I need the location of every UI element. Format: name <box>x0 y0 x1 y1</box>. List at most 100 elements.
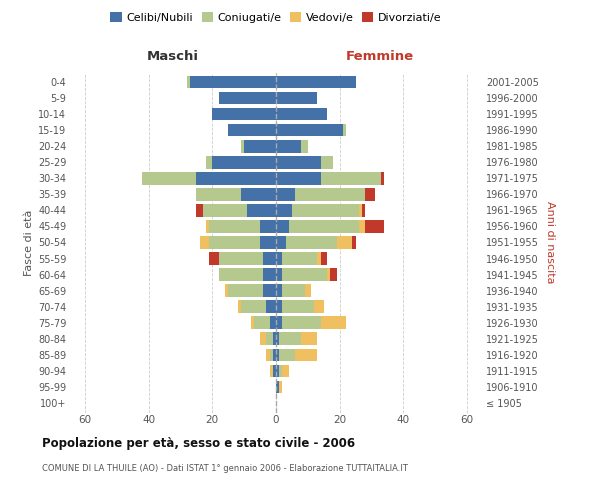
Bar <box>228 124 276 136</box>
Bar <box>187 76 190 88</box>
Bar <box>283 300 314 313</box>
Bar <box>320 316 346 329</box>
Bar <box>276 300 283 313</box>
Bar <box>279 348 295 361</box>
Bar <box>276 188 295 200</box>
Bar <box>247 204 276 216</box>
Bar <box>276 220 289 232</box>
Bar <box>365 220 384 232</box>
Bar <box>359 220 365 232</box>
Bar <box>196 188 241 200</box>
Bar <box>276 76 356 88</box>
Bar <box>276 124 343 136</box>
Bar <box>276 92 317 104</box>
Bar <box>317 252 320 265</box>
Bar <box>295 188 365 200</box>
Bar <box>301 140 308 152</box>
Y-axis label: Anni di nascita: Anni di nascita <box>545 201 556 283</box>
Bar <box>260 220 276 232</box>
Bar <box>196 204 203 216</box>
Bar <box>276 252 283 265</box>
Bar <box>283 268 327 281</box>
Bar <box>337 236 352 249</box>
Legend: Celibi/Nubili, Coniugati/e, Vedovi/e, Divorziati/e: Celibi/Nubili, Coniugati/e, Vedovi/e, Di… <box>106 8 446 28</box>
Bar <box>320 252 327 265</box>
Bar <box>266 300 276 313</box>
Bar <box>206 156 212 168</box>
Bar <box>218 268 263 281</box>
Bar <box>263 284 276 297</box>
Bar <box>273 332 276 345</box>
Bar <box>212 108 276 120</box>
Bar <box>276 108 327 120</box>
Bar <box>327 268 330 281</box>
Bar <box>269 348 273 361</box>
Bar <box>279 364 283 377</box>
Bar <box>295 348 317 361</box>
Bar <box>276 332 279 345</box>
Bar <box>218 252 263 265</box>
Bar <box>276 268 283 281</box>
Bar <box>276 284 283 297</box>
Bar <box>209 252 218 265</box>
Bar <box>359 204 362 216</box>
Bar <box>352 236 356 249</box>
Text: COMUNE DI LA THUILE (AO) - Dati ISTAT 1° gennaio 2006 - Elaborazione TUTTAITALIA: COMUNE DI LA THUILE (AO) - Dati ISTAT 1°… <box>42 464 408 473</box>
Bar <box>263 268 276 281</box>
Bar <box>381 172 384 184</box>
Bar <box>263 252 276 265</box>
Bar <box>283 316 320 329</box>
Text: Maschi: Maschi <box>146 50 199 64</box>
Bar <box>273 348 276 361</box>
Bar <box>320 156 334 168</box>
Bar <box>254 316 269 329</box>
Bar <box>266 348 269 361</box>
Bar <box>142 172 196 184</box>
Bar <box>190 76 276 88</box>
Bar <box>301 332 317 345</box>
Bar <box>289 220 359 232</box>
Bar <box>206 220 209 232</box>
Bar <box>266 332 273 345</box>
Bar <box>260 236 276 249</box>
Bar <box>276 380 279 393</box>
Bar <box>276 236 286 249</box>
Bar <box>283 364 289 377</box>
Bar <box>330 268 337 281</box>
Bar <box>218 92 276 104</box>
Bar <box>276 140 301 152</box>
Bar <box>286 236 337 249</box>
Bar <box>241 140 244 152</box>
Bar <box>260 332 266 345</box>
Bar <box>203 204 247 216</box>
Bar <box>365 188 375 200</box>
Bar <box>212 156 276 168</box>
Bar <box>279 380 283 393</box>
Bar <box>276 364 279 377</box>
Bar <box>292 204 359 216</box>
Bar <box>196 172 276 184</box>
Bar <box>209 236 260 249</box>
Bar <box>238 300 241 313</box>
Text: Popolazione per età, sesso e stato civile - 2006: Popolazione per età, sesso e stato civil… <box>42 438 355 450</box>
Bar <box>283 284 305 297</box>
Y-axis label: Fasce di età: Fasce di età <box>23 210 34 276</box>
Bar <box>343 124 346 136</box>
Bar <box>305 284 311 297</box>
Bar <box>276 348 279 361</box>
Bar <box>241 300 266 313</box>
Bar <box>276 204 292 216</box>
Bar <box>200 236 209 249</box>
Text: Femmine: Femmine <box>346 50 413 64</box>
Bar <box>276 156 320 168</box>
Bar <box>314 300 324 313</box>
Bar <box>283 252 317 265</box>
Bar <box>251 316 254 329</box>
Bar <box>320 172 381 184</box>
Bar <box>225 284 228 297</box>
Bar <box>228 284 263 297</box>
Bar <box>241 188 276 200</box>
Bar <box>244 140 276 152</box>
Bar <box>209 220 260 232</box>
Bar <box>273 364 276 377</box>
